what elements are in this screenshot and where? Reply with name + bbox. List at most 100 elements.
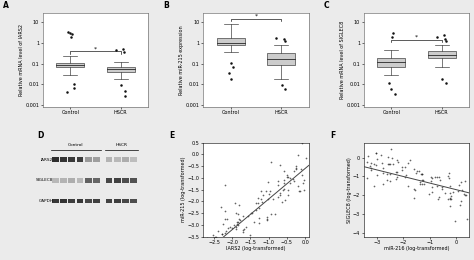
Point [297, 167, 305, 171]
Point [385, 162, 392, 166]
Point [290, 169, 298, 173]
X-axis label: IARS2 (log-transformed): IARS2 (log-transformed) [226, 246, 286, 251]
Point [462, 193, 469, 197]
Point [286, 176, 293, 180]
Point [264, 197, 272, 201]
Point [446, 184, 454, 188]
Point [444, 173, 451, 178]
Point [219, 232, 226, 236]
Point [249, 211, 256, 215]
Point [217, 252, 225, 257]
X-axis label: miR-216 (log-transformed): miR-216 (log-transformed) [384, 246, 449, 251]
Point [428, 176, 435, 180]
Bar [56, 63, 84, 67]
Point [257, 189, 264, 193]
Point [436, 178, 443, 183]
Point [207, 258, 214, 260]
Point [403, 173, 410, 177]
Point [220, 253, 228, 257]
Point [265, 192, 273, 196]
Point [460, 192, 467, 196]
Point [387, 147, 395, 151]
Point [235, 220, 242, 224]
Point [434, 197, 442, 201]
Point [266, 189, 274, 193]
Text: HSCR: HSCR [115, 144, 128, 147]
Point [276, 163, 283, 167]
Point [392, 177, 400, 181]
Point [410, 186, 418, 191]
Bar [130, 178, 137, 183]
Point [208, 242, 215, 246]
Bar [114, 157, 121, 162]
Point [416, 180, 423, 184]
Point [254, 201, 262, 205]
Point [399, 168, 406, 172]
Point [370, 162, 378, 166]
Text: C: C [324, 1, 329, 10]
Text: SIGLEC8: SIGLEC8 [36, 178, 53, 182]
Point [257, 197, 265, 201]
Bar [217, 38, 245, 45]
Point [295, 188, 303, 193]
Point [431, 175, 438, 179]
Point [222, 183, 229, 187]
Point [363, 176, 371, 180]
Point [407, 158, 414, 162]
Point [383, 178, 391, 182]
Bar [77, 178, 83, 183]
Point [267, 160, 274, 164]
Point [250, 220, 258, 224]
Point [224, 226, 232, 230]
Point [384, 162, 392, 166]
Point [228, 226, 236, 230]
Point [449, 190, 456, 194]
Bar [93, 199, 100, 203]
Point [435, 175, 443, 179]
Point [373, 157, 381, 161]
Point [255, 196, 262, 200]
Point [386, 162, 394, 166]
Point [364, 154, 372, 158]
Point [433, 184, 440, 188]
Bar [60, 178, 67, 183]
Point [436, 194, 443, 199]
Point [274, 183, 282, 187]
Bar [114, 199, 121, 203]
Point [462, 193, 469, 197]
Point [419, 172, 426, 176]
Point [413, 169, 420, 173]
Point [428, 190, 436, 194]
Point [366, 164, 374, 168]
Point [210, 255, 218, 259]
Point [419, 178, 426, 182]
Point [236, 203, 243, 207]
Text: GAPDH: GAPDH [38, 199, 53, 203]
Bar [377, 58, 405, 67]
Point [425, 192, 432, 196]
Point [255, 216, 263, 220]
Point [447, 196, 454, 200]
Bar [60, 199, 67, 203]
Point [229, 237, 237, 241]
Point [223, 243, 230, 247]
Point [206, 252, 213, 257]
Text: E: E [169, 131, 174, 140]
Point [210, 236, 217, 240]
Point [274, 179, 282, 183]
Point [418, 172, 426, 176]
Point [234, 222, 241, 226]
Point [461, 179, 468, 183]
Point [298, 173, 306, 177]
Point [401, 175, 409, 179]
Point [282, 198, 289, 202]
Point [298, 141, 306, 145]
Point [445, 197, 452, 202]
Point [219, 232, 226, 237]
Point [386, 179, 394, 184]
Point [230, 223, 238, 227]
Point [404, 184, 412, 188]
Point [208, 257, 215, 260]
Point [255, 206, 263, 210]
Point [451, 219, 459, 223]
